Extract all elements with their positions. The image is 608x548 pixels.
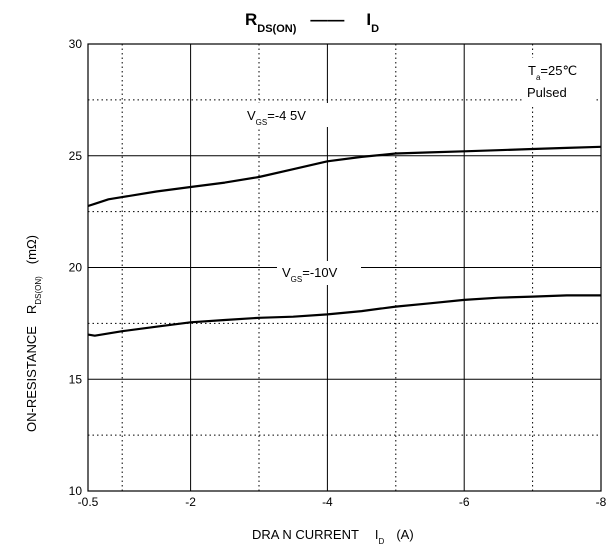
minor-grid [88,44,601,491]
series-label-vgs-10v: VGS=-10V [282,265,338,284]
series-line-1 [87,294,601,337]
plot-frame [87,43,602,492]
x-tick-label: -0.5 [78,495,99,509]
condition-label-background [522,58,594,104]
title-right-main: I [366,10,371,29]
title-separator: —— [310,10,344,29]
y-tick-label: 25 [69,149,83,163]
condition-pulsed: Pulsed [527,85,567,100]
x-axis-label: DRA N CURRENT ID (A) [252,527,414,546]
title-left-sub: DS(ON) [257,23,296,35]
y-axis-label: ON-RESISTANCERDS(ON)(mΩ) [24,235,43,432]
series-line-0 [87,145,602,208]
x-tick-label: -8 [596,495,607,509]
title-right-sub: D [371,23,379,35]
condition-temperature: Ta=25℃ [528,63,577,82]
x-tick-label: -2 [185,495,196,509]
series-label-vgs-4-5v: VGS=-4 5V [247,108,306,127]
x-tick-label: -6 [459,495,470,509]
curve-label-background [277,261,361,285]
x-tick-label: -4 [322,495,333,509]
y-tick-label: 30 [69,37,83,51]
x-tick-labels: -0.5 -2 -4 -6 -8 [78,495,607,509]
curve-label-background [242,103,338,127]
chart-title: RDS(ON) —— ID [245,10,379,35]
series-layer [87,145,602,337]
y-tick-label: 20 [69,261,83,275]
y-tick-labels: 10 15 20 25 30 [69,37,83,498]
y-tick-label: 15 [69,372,83,386]
title-left-main: R [245,10,257,29]
y-tick-label: 10 [69,484,83,498]
